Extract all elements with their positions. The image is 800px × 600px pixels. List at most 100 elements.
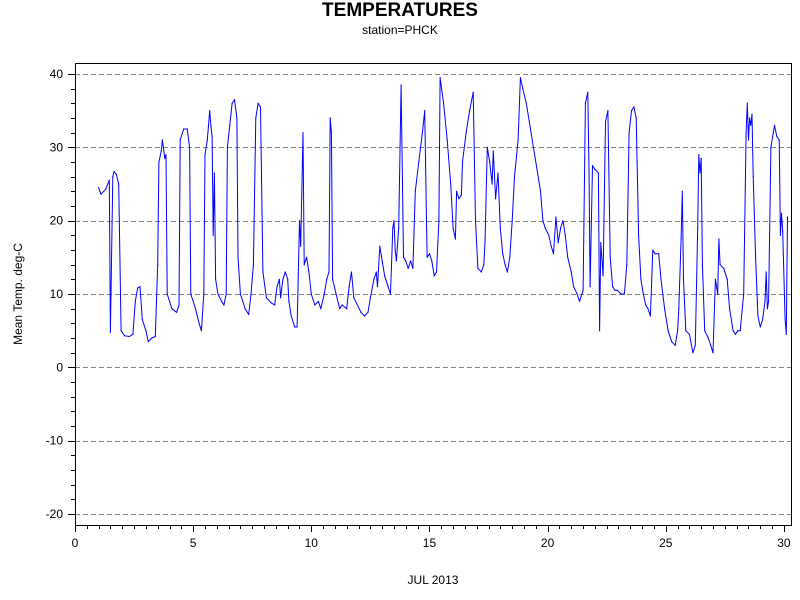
data-point bbox=[588, 168, 590, 170]
data-point bbox=[762, 319, 764, 321]
data-point bbox=[306, 256, 308, 258]
data-point bbox=[100, 193, 102, 195]
data-point bbox=[367, 311, 369, 313]
data-point bbox=[497, 172, 499, 174]
data-point bbox=[746, 102, 748, 104]
data-point bbox=[584, 102, 587, 104]
data-point bbox=[171, 308, 173, 310]
data-point bbox=[502, 253, 504, 255]
data-point bbox=[707, 337, 709, 339]
data-point bbox=[294, 326, 296, 328]
data-point bbox=[612, 286, 614, 288]
data-point bbox=[638, 234, 640, 236]
data-point bbox=[443, 102, 445, 104]
data-point bbox=[112, 176, 114, 178]
data-point bbox=[395, 260, 397, 262]
data-point bbox=[375, 271, 377, 273]
x-axis: 0 5 10 15 20 25 30 bbox=[72, 525, 791, 550]
data-point bbox=[456, 190, 458, 192]
plot-frame bbox=[75, 63, 792, 526]
data-point bbox=[667, 330, 669, 332]
data-point bbox=[602, 275, 604, 277]
data-point bbox=[633, 106, 635, 108]
data-point bbox=[745, 132, 747, 134]
data-point bbox=[660, 278, 662, 280]
data-point bbox=[719, 264, 721, 266]
y-axis: -20 -10 0 10 20 30 40 bbox=[46, 67, 75, 521]
data-point bbox=[124, 335, 126, 337]
data-point bbox=[105, 188, 107, 190]
data-point bbox=[640, 278, 642, 280]
data-point bbox=[710, 344, 712, 346]
data-point bbox=[346, 308, 348, 310]
data-point bbox=[330, 132, 332, 134]
x-tick-label: 0 bbox=[72, 536, 79, 550]
data-point bbox=[231, 102, 233, 104]
data-point bbox=[389, 293, 392, 295]
data-point bbox=[229, 124, 231, 126]
data-point bbox=[504, 264, 506, 266]
data-point bbox=[236, 117, 238, 119]
data-point bbox=[750, 124, 752, 126]
data-point bbox=[134, 300, 136, 302]
data-point bbox=[557, 242, 559, 244]
data-point bbox=[609, 256, 611, 258]
data-point bbox=[555, 216, 557, 218]
data-point bbox=[384, 275, 386, 277]
data-point bbox=[513, 176, 516, 178]
data-point bbox=[548, 234, 550, 236]
data-point bbox=[220, 300, 223, 302]
data-point bbox=[329, 117, 331, 119]
data-point bbox=[369, 297, 371, 299]
data-point bbox=[223, 304, 225, 306]
data-point bbox=[115, 173, 117, 176]
data-point bbox=[237, 256, 239, 258]
data-point bbox=[282, 278, 284, 280]
data-point bbox=[654, 253, 656, 255]
data-point bbox=[296, 326, 298, 328]
data-point bbox=[570, 271, 572, 273]
data-point bbox=[328, 271, 330, 273]
data-point bbox=[248, 313, 250, 316]
data-point bbox=[495, 198, 497, 200]
data-point bbox=[98, 187, 100, 189]
data-point bbox=[616, 289, 618, 291]
data-point bbox=[766, 308, 769, 310]
data-point bbox=[198, 322, 200, 324]
data-point bbox=[461, 161, 464, 163]
data-point bbox=[573, 286, 575, 288]
data-point bbox=[300, 245, 302, 247]
data-point bbox=[166, 293, 168, 295]
data-point bbox=[729, 308, 731, 310]
data-point bbox=[215, 278, 217, 280]
data-point bbox=[614, 289, 616, 291]
data-point bbox=[298, 220, 301, 222]
data-point bbox=[591, 165, 594, 167]
y-tick-label: 0 bbox=[56, 360, 63, 374]
data-point bbox=[446, 139, 448, 141]
data-point bbox=[326, 278, 328, 280]
data-point bbox=[257, 102, 259, 104]
data-point bbox=[270, 302, 272, 304]
data-point bbox=[151, 337, 153, 339]
data-point bbox=[109, 331, 111, 333]
data-point bbox=[688, 333, 691, 335]
data-point bbox=[252, 264, 254, 266]
data-point bbox=[752, 176, 754, 178]
data-point bbox=[749, 117, 751, 119]
data-point bbox=[393, 220, 395, 222]
data-point bbox=[718, 238, 720, 240]
data-point bbox=[567, 256, 569, 258]
data-point bbox=[747, 139, 750, 141]
data-point bbox=[161, 139, 163, 141]
data-point bbox=[623, 293, 626, 295]
data-point bbox=[317, 300, 319, 302]
data-point bbox=[757, 315, 759, 317]
series-layer bbox=[98, 77, 789, 354]
data-point bbox=[499, 227, 501, 229]
data-point bbox=[439, 77, 441, 79]
data-point bbox=[483, 264, 485, 266]
data-point bbox=[511, 220, 513, 222]
data-point bbox=[239, 293, 241, 295]
data-point bbox=[681, 190, 683, 192]
